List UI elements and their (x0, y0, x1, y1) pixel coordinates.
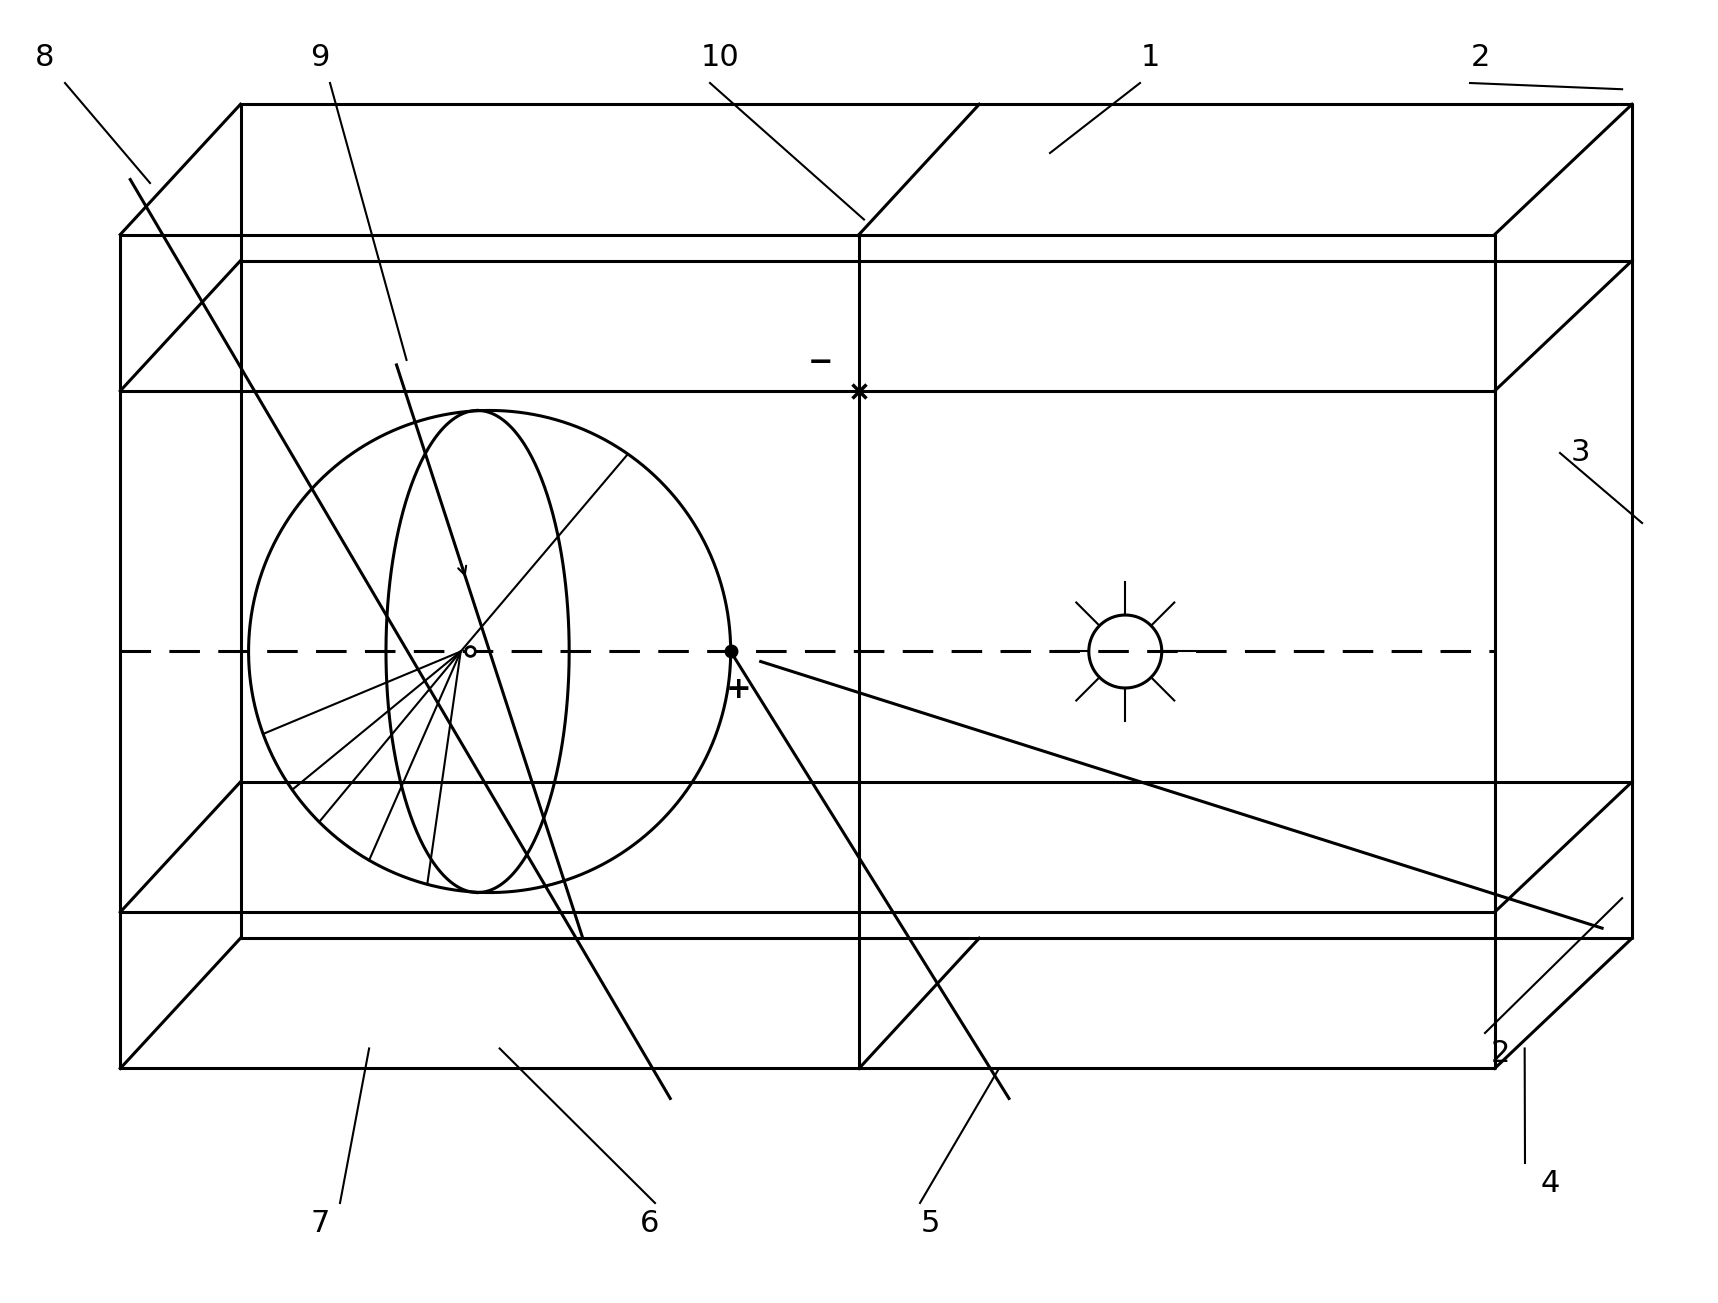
Text: 2: 2 (1490, 1038, 1510, 1067)
Text: −: − (807, 348, 833, 378)
Text: 3: 3 (1570, 439, 1589, 468)
Text: +: + (727, 675, 751, 704)
Text: 10: 10 (701, 43, 739, 73)
Text: 8: 8 (36, 43, 55, 73)
Text: 6: 6 (641, 1208, 660, 1238)
Text: 4: 4 (1541, 1169, 1560, 1197)
Text: 1: 1 (1141, 43, 1160, 73)
Text: 7: 7 (311, 1208, 330, 1238)
Text: 2: 2 (1471, 43, 1490, 73)
Text: 9: 9 (311, 43, 330, 73)
Text: 5: 5 (921, 1208, 940, 1238)
